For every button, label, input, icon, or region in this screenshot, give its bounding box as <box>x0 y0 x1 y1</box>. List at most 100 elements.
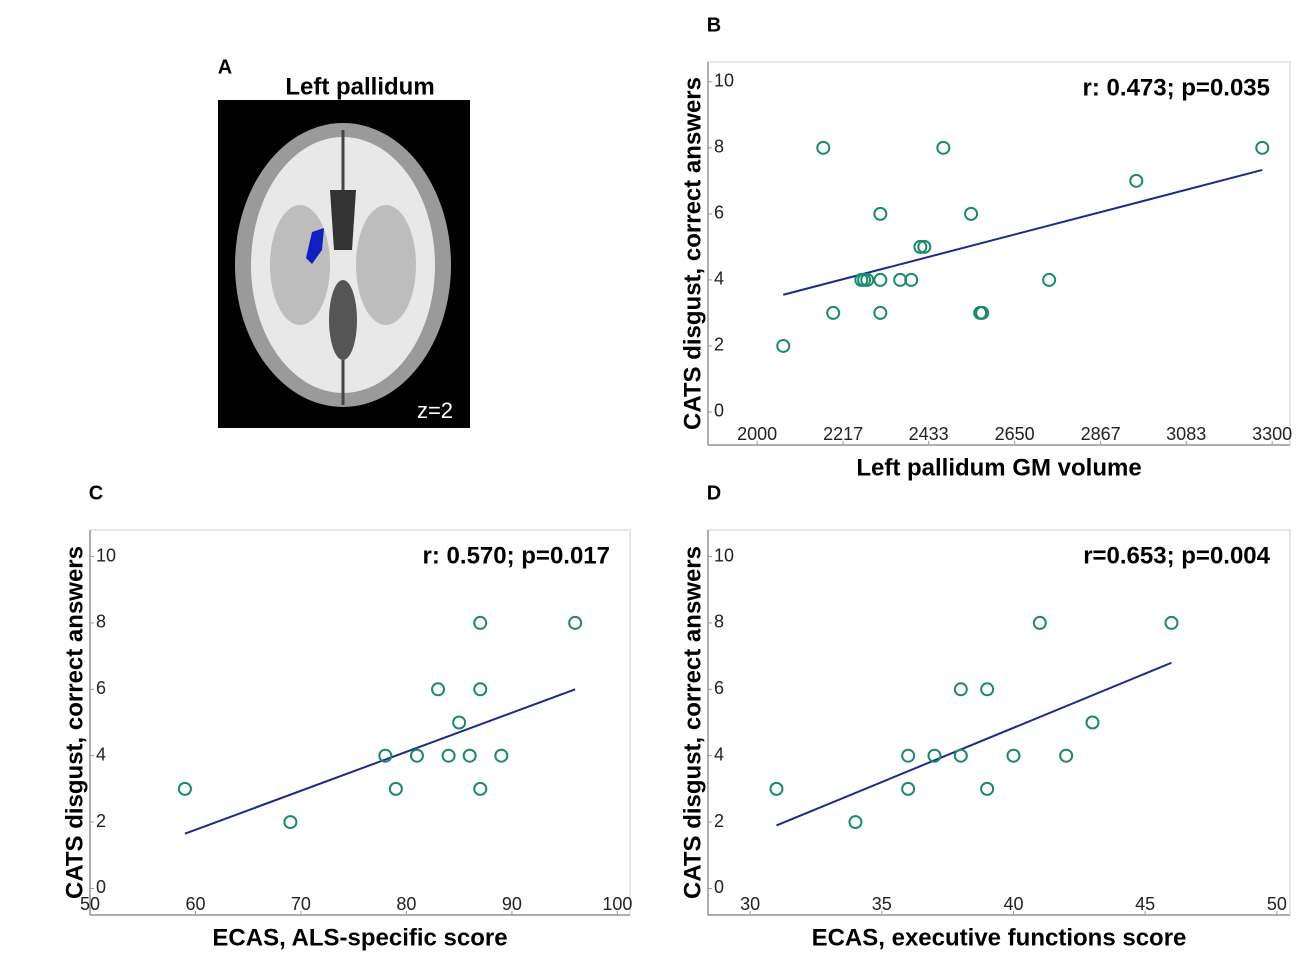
y-tick-label: 4 <box>714 269 724 289</box>
data-point <box>495 750 507 762</box>
data-point <box>432 683 444 695</box>
data-point <box>464 750 476 762</box>
y-tick-label: 0 <box>714 877 724 897</box>
correlation-annotation: r: 0.570; p=0.017 <box>423 542 610 569</box>
y-tick-label: 6 <box>96 678 106 698</box>
x-tick-label: 100 <box>602 894 632 914</box>
panel-label: A <box>218 56 232 78</box>
panel-label: C <box>89 482 103 504</box>
x-tick-label: 3083 <box>1166 424 1206 444</box>
y-axis-label: CATS disgust, correct answers <box>679 77 706 430</box>
y-tick-label: 10 <box>714 71 734 91</box>
ventricle <box>330 190 356 250</box>
x-tick-label: 50 <box>1267 894 1287 914</box>
x-tick-label: 45 <box>1135 894 1155 914</box>
brain-image: z=2 <box>218 100 470 428</box>
image-title: Left pallidum <box>285 73 434 100</box>
y-tick-label: 8 <box>714 612 724 632</box>
data-point <box>453 717 465 729</box>
right-nuclei <box>356 205 416 325</box>
data-point <box>411 750 423 762</box>
panel-label: D <box>707 482 721 504</box>
data-point <box>1007 750 1019 762</box>
data-point <box>981 683 993 695</box>
y-tick-label: 4 <box>96 744 106 764</box>
x-tick-label: 2433 <box>909 424 949 444</box>
data-point <box>1165 617 1177 629</box>
scatter-panel: 0 2 4 6 8 10 2000 2217 2433 2650 2867 3083 3300 r: 0.… <box>679 14 1292 481</box>
x-axis-label: ECAS, ALS-specific score <box>212 924 507 951</box>
y-axis-label: CATS disgust, correct answers <box>61 546 88 899</box>
y-tick-label: 6 <box>714 678 724 698</box>
y-tick-label: 8 <box>714 137 724 157</box>
figure: z=2 A Left pallidum 0 2 4 6 8 10 2000 2217 2433 2… <box>0 0 1296 960</box>
data-point <box>874 307 886 319</box>
y-tick-label: 4 <box>714 744 724 764</box>
fit-line <box>185 689 575 833</box>
data-point <box>770 783 782 795</box>
data-point <box>569 617 581 629</box>
y-tick-label: 10 <box>714 545 734 565</box>
data-point <box>937 142 949 154</box>
x-tick-label: 2217 <box>823 424 863 444</box>
slice-label: z=2 <box>417 398 453 423</box>
data-point <box>474 683 486 695</box>
x-tick-label: 40 <box>1003 894 1023 914</box>
midbrain <box>329 280 357 360</box>
data-point <box>1130 175 1142 187</box>
data-point <box>902 783 914 795</box>
y-tick-label: 6 <box>714 203 724 223</box>
y-axis-label: CATS disgust, correct answers <box>679 546 706 899</box>
data-point <box>874 274 886 286</box>
x-tick-label: 80 <box>396 894 416 914</box>
data-point <box>1043 274 1055 286</box>
y-tick-label: 2 <box>714 811 724 831</box>
correlation-annotation: r: 0.473; p=0.035 <box>1083 74 1270 101</box>
x-axis-label: Left pallidum GM volume <box>856 454 1141 481</box>
data-point <box>817 142 829 154</box>
plot-frame <box>708 530 1290 915</box>
data-point <box>1060 750 1072 762</box>
data-point <box>902 750 914 762</box>
fit-line <box>776 663 1171 826</box>
x-tick-label: 2867 <box>1081 424 1121 444</box>
data-point <box>777 340 789 352</box>
data-point <box>179 783 191 795</box>
data-point <box>1086 717 1098 729</box>
data-point <box>474 617 486 629</box>
y-tick-label: 2 <box>714 335 724 355</box>
data-point <box>284 816 296 828</box>
data-point <box>849 816 861 828</box>
y-tick-label: 10 <box>96 545 116 565</box>
y-tick-label: 2 <box>96 811 106 831</box>
scatter-panel: 0 2 4 6 8 10 30 35 40 45 50 r=0.653; p=0.004 D ECAS, … <box>679 482 1290 951</box>
data-point <box>965 208 977 220</box>
x-tick-label: 2000 <box>737 424 777 444</box>
x-tick-label: 90 <box>502 894 522 914</box>
data-point <box>1034 617 1046 629</box>
plot-frame <box>90 530 630 915</box>
x-tick-label: 2650 <box>995 424 1035 444</box>
data-point <box>1256 142 1268 154</box>
data-point <box>981 783 993 795</box>
x-tick-label: 60 <box>185 894 205 914</box>
x-tick-label: 3300 <box>1252 424 1292 444</box>
data-point <box>390 783 402 795</box>
fit-line <box>783 170 1262 295</box>
y-tick-label: 8 <box>96 612 106 632</box>
y-tick-label: 0 <box>714 401 724 421</box>
x-axis-label: ECAS, executive functions score <box>812 924 1187 951</box>
data-point <box>827 307 839 319</box>
x-tick-label: 30 <box>740 894 760 914</box>
left-nuclei <box>270 205 330 325</box>
correlation-annotation: r=0.653; p=0.004 <box>1083 542 1270 569</box>
data-point <box>874 208 886 220</box>
data-point <box>443 750 455 762</box>
data-point <box>955 750 967 762</box>
x-tick-label: 70 <box>291 894 311 914</box>
plot-frame <box>708 62 1290 445</box>
data-point <box>474 783 486 795</box>
data-point <box>955 683 967 695</box>
x-tick-label: 35 <box>872 894 892 914</box>
